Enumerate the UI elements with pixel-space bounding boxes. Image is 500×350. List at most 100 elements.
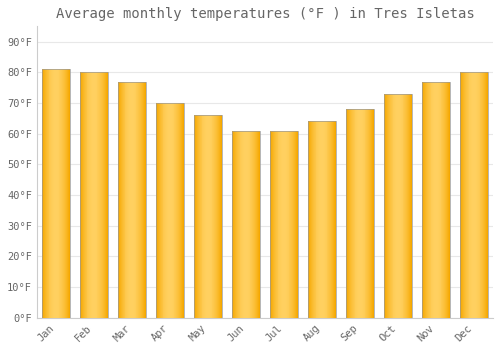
Bar — [118, 82, 119, 318]
Bar — [278, 131, 280, 318]
Bar — [445, 82, 446, 318]
Bar — [482, 72, 483, 318]
Bar — [357, 109, 358, 318]
Bar — [204, 115, 205, 318]
Bar — [156, 103, 157, 318]
Bar — [371, 109, 372, 318]
Bar — [404, 94, 406, 318]
Bar — [386, 94, 387, 318]
Bar — [182, 103, 184, 318]
Bar — [67, 69, 68, 318]
Bar — [276, 131, 278, 318]
Bar — [126, 82, 128, 318]
Bar — [194, 115, 222, 318]
Bar — [171, 103, 172, 318]
Bar — [372, 109, 373, 318]
Bar — [181, 103, 182, 318]
Bar — [169, 103, 170, 318]
Bar — [164, 103, 166, 318]
Bar — [238, 131, 240, 318]
Bar — [156, 103, 184, 318]
Bar — [243, 131, 244, 318]
Bar — [280, 131, 281, 318]
Bar — [474, 72, 475, 318]
Bar — [323, 121, 324, 318]
Bar — [104, 72, 105, 318]
Bar — [158, 103, 159, 318]
Bar — [168, 103, 169, 318]
Bar — [166, 103, 167, 318]
Bar — [478, 72, 480, 318]
Bar — [437, 82, 438, 318]
Bar — [130, 82, 131, 318]
Bar — [252, 131, 253, 318]
Bar — [435, 82, 436, 318]
Bar — [348, 109, 349, 318]
Bar — [320, 121, 321, 318]
Bar — [220, 115, 222, 318]
Bar — [447, 82, 448, 318]
Bar — [56, 69, 58, 318]
Bar — [120, 82, 121, 318]
Bar — [237, 131, 238, 318]
Bar — [427, 82, 428, 318]
Bar — [157, 103, 158, 318]
Bar — [254, 131, 255, 318]
Bar — [160, 103, 161, 318]
Bar — [119, 82, 120, 318]
Bar — [253, 131, 254, 318]
Bar — [466, 72, 468, 318]
Bar — [131, 82, 132, 318]
Bar — [244, 131, 245, 318]
Bar — [124, 82, 126, 318]
Bar — [460, 72, 462, 318]
Bar — [351, 109, 352, 318]
Bar — [460, 72, 487, 318]
Bar — [202, 115, 203, 318]
Bar — [273, 131, 274, 318]
Bar — [271, 131, 272, 318]
Bar — [442, 82, 444, 318]
Bar — [215, 115, 216, 318]
Bar — [270, 131, 297, 318]
Bar — [399, 94, 400, 318]
Bar — [81, 72, 82, 318]
Bar — [195, 115, 196, 318]
Bar — [121, 82, 122, 318]
Bar — [294, 131, 295, 318]
Bar — [210, 115, 212, 318]
Bar — [162, 103, 164, 318]
Bar — [312, 121, 313, 318]
Bar — [143, 82, 144, 318]
Bar — [133, 82, 134, 318]
Bar — [80, 72, 108, 318]
Bar — [199, 115, 200, 318]
Bar — [330, 121, 331, 318]
Bar — [286, 131, 288, 318]
Bar — [43, 69, 44, 318]
Bar — [129, 82, 130, 318]
Bar — [140, 82, 141, 318]
Bar — [402, 94, 404, 318]
Bar — [256, 131, 257, 318]
Bar — [486, 72, 487, 318]
Bar — [45, 69, 46, 318]
Bar — [52, 69, 53, 318]
Bar — [422, 82, 423, 318]
Bar — [423, 82, 424, 318]
Bar — [475, 72, 476, 318]
Bar — [333, 121, 334, 318]
Bar — [385, 94, 386, 318]
Bar — [465, 72, 466, 318]
Bar — [284, 131, 285, 318]
Bar — [483, 72, 484, 318]
Bar — [410, 94, 411, 318]
Bar — [216, 115, 217, 318]
Bar — [247, 131, 248, 318]
Bar — [308, 121, 336, 318]
Bar — [354, 109, 356, 318]
Bar — [361, 109, 362, 318]
Bar — [209, 115, 210, 318]
Bar — [233, 131, 234, 318]
Bar — [448, 82, 449, 318]
